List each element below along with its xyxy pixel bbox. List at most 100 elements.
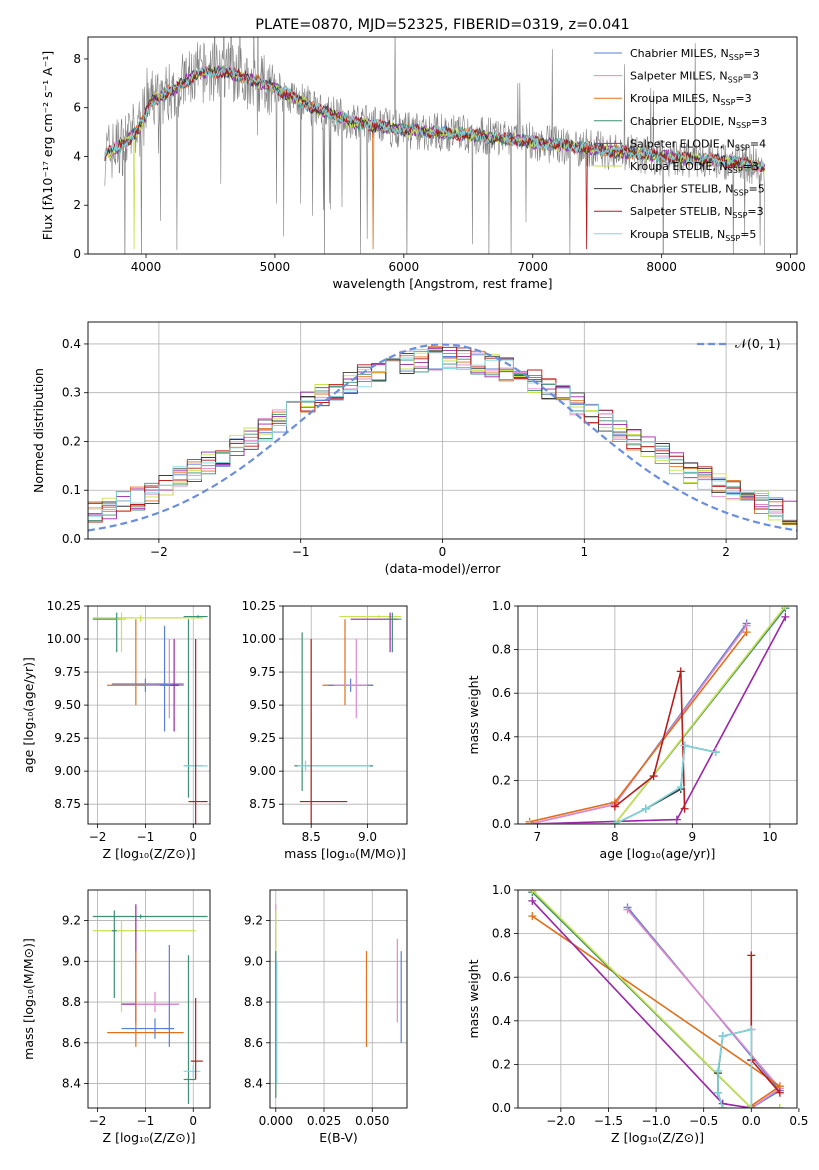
- y-tick-label: 10.00: [242, 632, 276, 646]
- y-tick-label: 0.4: [492, 730, 511, 744]
- y-tick-label: 9.25: [249, 731, 276, 745]
- plus-marker: [747, 951, 756, 960]
- x-tick-label: 8000: [646, 260, 677, 274]
- plus-marker: [747, 1025, 756, 1034]
- plus-marker: [610, 802, 619, 811]
- plus-marker: [528, 890, 537, 894]
- x-tick-label: −1: [137, 830, 155, 844]
- errorbar-point: [92, 928, 196, 933]
- x-tick-label: −2: [150, 545, 168, 559]
- x-tick-label: 10: [762, 830, 777, 844]
- errorbar-point: [190, 997, 203, 1080]
- axes-frame: [517, 605, 798, 825]
- plus-marker: [713, 1088, 722, 1097]
- x-tick-label: 0: [439, 545, 447, 559]
- y-tick-label: 0.0: [492, 1101, 511, 1115]
- legend-entry: Salpeter STELIB, NSSP=3: [630, 205, 764, 220]
- errorbar-point: [135, 991, 179, 1013]
- chart-title: PLATE=0870, MJD=52325, FIBERID=0319, z=0…: [255, 17, 629, 33]
- legend-entry: Kroupa ELODIE, NSSP=3: [630, 160, 759, 175]
- x-tick-label: 5000: [260, 260, 291, 274]
- plus-marker: [742, 628, 751, 637]
- y-tick-label: 9.75: [249, 665, 276, 679]
- axes-frame: [87, 36, 798, 255]
- legend: Chabrier MILES, NSSP=3 Salpeter MILES, NS…: [594, 47, 767, 243]
- observed-spectrum: [104, 37, 765, 254]
- errorbar-point: [183, 1065, 201, 1078]
- errorbar-point: [116, 612, 127, 653]
- plus-marker: [781, 612, 790, 621]
- errorbar-point: [164, 945, 175, 1047]
- weight-series: [529, 616, 787, 824]
- errorbar-point: [121, 904, 179, 1023]
- legend-entry: 𝒩(0, 1): [735, 336, 781, 351]
- plus-marker: [711, 748, 720, 757]
- axes-frame: [87, 321, 798, 540]
- y-axis-label: age [log₁₀(age/yr)]: [21, 657, 36, 773]
- errorbar-point: [183, 955, 196, 1104]
- errorbar-point: [92, 615, 203, 622]
- panel-spectrum: 4000 5000 6000 7000 8000 9000 0 2 4 6 8 PLATE=0870,…: [40, 17, 806, 291]
- plot-area: [283, 606, 407, 824]
- plus-marker: [775, 1088, 784, 1097]
- y-axis-label: mass weight: [466, 959, 481, 1038]
- y-tick-label: 0.2: [62, 434, 81, 448]
- y-tick-label: 8.4: [244, 1077, 263, 1091]
- legend-entry: Chabrier MILES, NSSP=3: [630, 47, 760, 62]
- y-tick-label: 9.2: [244, 914, 263, 928]
- plot-area: [88, 322, 797, 539]
- x-tick-label: −1: [137, 1114, 155, 1128]
- plus-marker: [718, 1104, 727, 1108]
- x-tick-label: −2: [89, 830, 107, 844]
- x-axis-label: age [log₁₀(age/yr)]: [600, 846, 716, 861]
- x-tick-label: 9.0: [358, 830, 377, 844]
- y-axis-label: Flux [fλ10⁻¹⁷ erg cm⁻² s⁻¹ A⁻¹]: [40, 51, 55, 240]
- y-tick-label: 0.0: [62, 532, 81, 546]
- plus-marker: [680, 741, 689, 750]
- y-axis-label: mass weight: [466, 675, 481, 754]
- plus-marker: [623, 905, 632, 914]
- x-tick-label: 7: [534, 830, 542, 844]
- plus-marker: [649, 772, 658, 781]
- panel-residuals: −2 −1 0 1 2 0.0 0.1 0.2 0.3 0.4 𝒩(0, 1) (data-model…: [31, 321, 798, 576]
- panel-age_vs_mass: 8.5 9.0 8.75 9.00 9.25 9.50 9.75 10.00 10.25 mass…: [242, 599, 408, 861]
- x-tick-label: 0: [189, 1114, 197, 1128]
- y-tick-label: 9.00: [249, 764, 276, 778]
- y-tick-label: 0: [73, 247, 81, 261]
- y-tick-label: 10.25: [242, 599, 276, 613]
- x-tick-label: 4000: [131, 260, 162, 274]
- plus-marker: [775, 1104, 784, 1108]
- plus-marker: [676, 782, 685, 791]
- x-tick-label: 7000: [517, 260, 548, 274]
- errorbar-point: [107, 951, 184, 1047]
- errorbar-point: [322, 619, 374, 706]
- y-tick-label: 9.00: [54, 764, 81, 778]
- y-tick-label: 10.25: [47, 599, 81, 613]
- plot-area: [104, 37, 765, 254]
- plus-marker: [747, 1104, 756, 1108]
- y-tick-label: 0.1: [62, 483, 81, 497]
- y-tick-label: 8: [73, 52, 81, 66]
- y-tick-label: 2: [73, 198, 81, 212]
- errorbar-point: [350, 612, 398, 653]
- y-tick-label: 8.8: [244, 995, 263, 1009]
- weight-series: [614, 671, 686, 809]
- panel-mass_vs_ebv: 0.000 0.025 0.050 8.4 8.6 8.8 9.0 9.2 E(B-V): [244, 889, 408, 1145]
- y-tick-label: 8.8: [62, 995, 81, 1009]
- errorbar-point: [111, 910, 117, 998]
- axes-frame: [87, 605, 211, 825]
- x-axis-label: E(B-V): [319, 1130, 358, 1145]
- y-tick-label: 9.50: [54, 698, 81, 712]
- x-tick-label: −2: [89, 1114, 107, 1128]
- errorbar-point: [92, 612, 122, 653]
- plus-marker: [641, 804, 650, 813]
- y-tick-label: 9.25: [54, 731, 81, 745]
- normal-curve: [88, 343, 797, 532]
- y-tick-label: 0.6: [492, 970, 511, 984]
- x-tick-label: 8.5: [302, 830, 321, 844]
- panel-weight_vs_age: 7 8 9 10 0.0 0.2 0.4 0.6 0.8 1.0 age [log₁₀(age/yr…: [466, 599, 798, 861]
- plus-marker: [528, 896, 537, 905]
- y-tick-label: 8.75: [249, 797, 276, 811]
- errorbar-point: [339, 615, 402, 618]
- plus-marker: [718, 1032, 727, 1041]
